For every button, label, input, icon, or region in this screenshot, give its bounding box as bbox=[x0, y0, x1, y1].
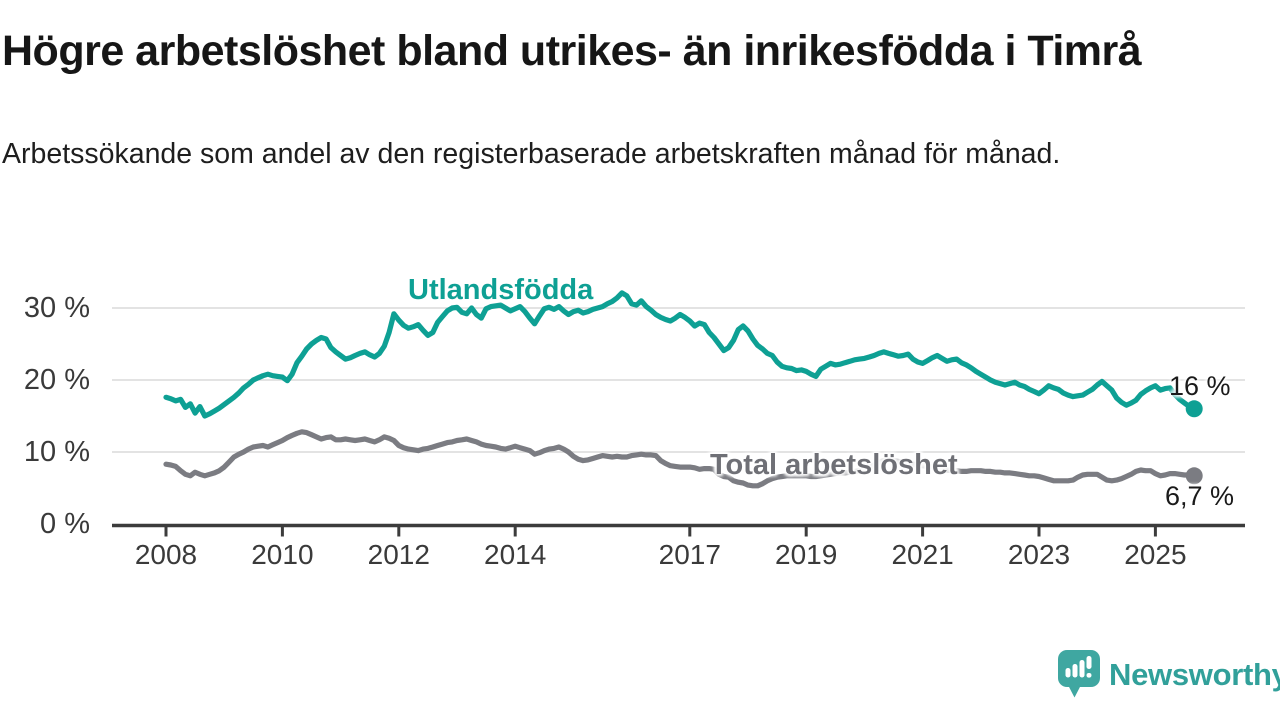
x-tick-label: 2017 bbox=[658, 539, 721, 570]
y-tick-label: 30 % bbox=[23, 292, 90, 324]
page-title: Högre arbetslöshet bland utrikes- än inr… bbox=[2, 27, 1142, 75]
newsworthy-icon bbox=[1058, 650, 1100, 698]
series-label-utlandsfodda: Utlandsfödda bbox=[408, 274, 594, 306]
newsworthy-wordmark: Newsworthy bbox=[1109, 657, 1280, 692]
y-tick-label: 20 % bbox=[23, 364, 90, 396]
x-tick-label: 2021 bbox=[891, 539, 954, 570]
series-end-dot bbox=[1185, 467, 1203, 485]
series-label-total-arbetsloshet: Total arbetslöshet bbox=[710, 449, 958, 481]
newsworthy-logo: Newsworthy bbox=[1057, 649, 1280, 705]
x-tick-label: 2019 bbox=[775, 539, 838, 570]
x-tick-label: 2008 bbox=[134, 539, 198, 570]
x-tick-label: 2010 bbox=[251, 539, 314, 570]
y-tick-label: 0 % bbox=[40, 508, 90, 540]
x-tick-label: 2023 bbox=[1007, 539, 1071, 570]
series-line bbox=[163, 290, 1197, 419]
end-value-label-total: 6,7 % bbox=[1165, 481, 1235, 511]
end-value-label-utlandsfodda: 16 % bbox=[1169, 371, 1231, 401]
x-tick-label: 2014 bbox=[484, 539, 547, 570]
y-tick-label: 10 % bbox=[23, 436, 90, 468]
series-line bbox=[163, 429, 1197, 489]
chart-subtitle: Arbetssökande som andel av den registerb… bbox=[2, 138, 1061, 170]
series-end-dot bbox=[1185, 400, 1203, 418]
x-tick-label: 2012 bbox=[367, 539, 430, 570]
x-tick-label: 2025 bbox=[1124, 539, 1187, 570]
